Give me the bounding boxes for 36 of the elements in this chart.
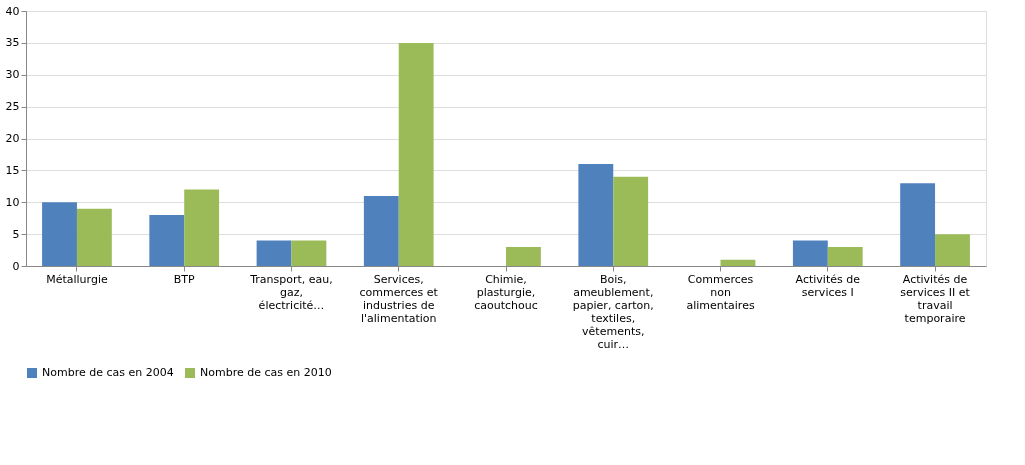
legend-label: Nombre de cas en 2004	[42, 366, 174, 379]
y-tick-label: 0	[12, 259, 20, 273]
bar	[792, 240, 828, 266]
bar	[506, 246, 541, 266]
y-tick-label: 40	[5, 4, 20, 18]
bar	[256, 240, 292, 266]
bar	[398, 42, 434, 266]
x-tick-label: Métallurgie	[46, 272, 108, 286]
y-tick-label: 20	[5, 132, 20, 145]
y-tick-label: 35	[5, 36, 20, 50]
legend-label: Nombre de cas en 2010	[200, 366, 332, 379]
x-tick-label: Activités de services II et travail temporaire	[900, 272, 971, 325]
y-tick-label: 10	[5, 195, 20, 209]
x-tick-label: BTP	[173, 272, 196, 286]
bar	[291, 240, 327, 266]
bar	[900, 183, 936, 266]
x-tick-label: Services, commerces et industries de l'alimentation	[359, 272, 439, 325]
x-tick-label: Activités de services I	[795, 272, 861, 299]
x-tick-label: Commerces non alimentaires	[686, 272, 755, 312]
bar	[184, 189, 220, 266]
y-tick-label: 25	[5, 100, 20, 114]
x-tick-label: Chimie, plasturgie, caoutchouc	[474, 272, 538, 312]
y-tick-label: 15	[5, 163, 20, 177]
bar	[720, 259, 756, 266]
bar	[363, 195, 399, 266]
bar	[827, 246, 863, 266]
bar	[76, 208, 112, 266]
bar	[42, 202, 77, 266]
bar	[578, 164, 614, 266]
bar	[149, 215, 185, 266]
x-tick-label: Bois, ameublement, papier, carton, textiles, vêtements, cuir…	[572, 272, 654, 351]
x-tick-label: Transport, eau, gaz, électricité…	[249, 272, 333, 312]
bar	[613, 176, 649, 266]
y-tick-label: 5	[12, 227, 20, 241]
y-tick-label: 30	[5, 68, 20, 82]
bar	[935, 234, 970, 266]
